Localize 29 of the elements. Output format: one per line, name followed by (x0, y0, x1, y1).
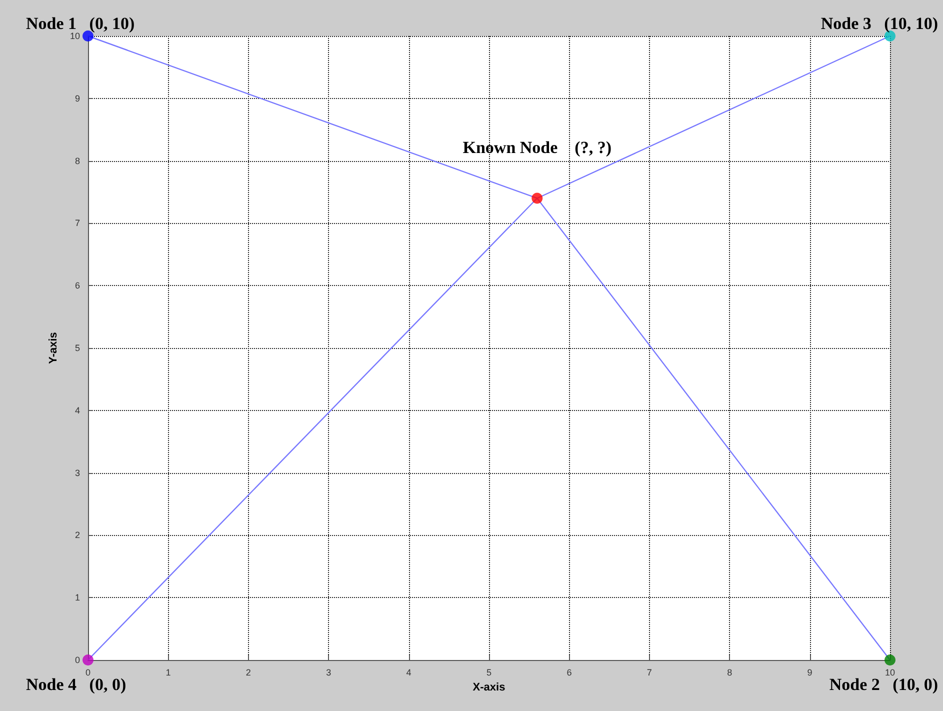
x-tick-label: 9 (807, 668, 812, 678)
annotation: Node 2 (10, 0) (829, 675, 938, 694)
y-tick-label: 9 (74, 93, 80, 104)
x-tick-label: 10 (884, 668, 896, 678)
x-tick-label: 3 (326, 668, 332, 678)
annotation: Node 3 (10, 10) (820, 14, 938, 33)
x-tick-label: 0 (85, 668, 91, 678)
y-tick-label: 10 (70, 31, 80, 41)
annotation: Node 4 (0, 0) (26, 675, 126, 694)
x-tick-label: 8 (727, 668, 732, 678)
y-tick-label: 0 (74, 655, 80, 665)
y-tick-label: 4 (74, 405, 80, 416)
x-tick-label: 7 (646, 668, 652, 678)
y-tick-label: 7 (74, 218, 80, 228)
x-tick-label: 6 (566, 668, 572, 678)
annotation: Node 1 (0, 10) (26, 14, 135, 33)
x-tick-label: 2 (246, 668, 251, 678)
y-tick-label: 3 (74, 468, 80, 478)
x-tick-label: 4 (406, 668, 412, 678)
y-tick-label: 8 (74, 156, 80, 166)
y-tick-label: 2 (74, 530, 80, 540)
y-tick-label: 5 (74, 343, 80, 353)
y-tick-label: 1 (74, 592, 80, 603)
annotation: Known Node (?, ?) (462, 138, 612, 158)
x-axis-title: X-axis (472, 681, 506, 694)
x-tick-label: 5 (486, 668, 492, 678)
y-axis-title: Y-axis (48, 332, 60, 364)
x-tick-label: 1 (166, 668, 171, 678)
y-tick-label: 6 (74, 280, 80, 291)
